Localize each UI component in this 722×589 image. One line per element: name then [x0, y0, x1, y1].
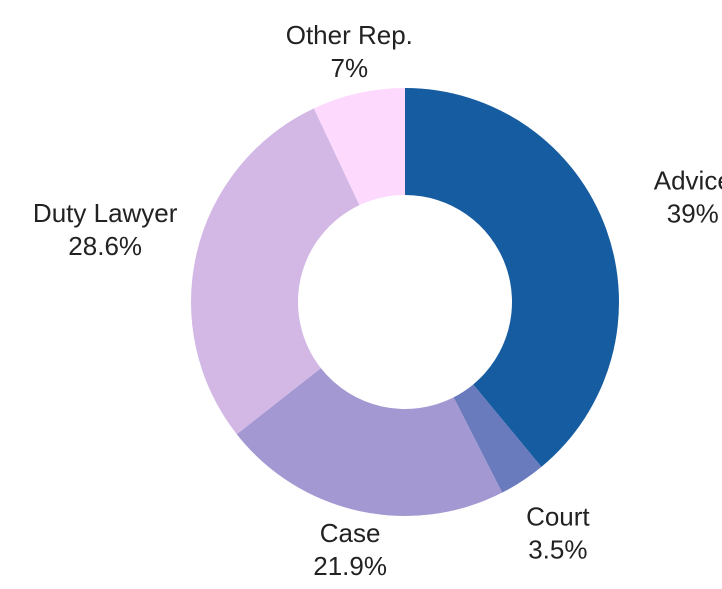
donut-slice [190, 108, 360, 435]
donut-slice [236, 368, 503, 516]
slice-value-label: 3.5% [528, 535, 587, 565]
slice-label: Advice [654, 165, 722, 195]
slice-value-label: 39% [667, 198, 719, 228]
slice-label: Duty Lawyer [33, 198, 178, 228]
donut-slice [453, 384, 542, 493]
slice-value-label: 21.9% [313, 551, 387, 581]
donut-slice [313, 88, 405, 206]
slice-value-label: 28.6% [68, 231, 142, 261]
slice-value-label: 7% [331, 53, 369, 83]
slice-label: Other Rep. [286, 20, 413, 50]
slice-label: Case [320, 518, 381, 548]
donut-slice [405, 88, 619, 467]
slice-label: Court [526, 502, 590, 532]
